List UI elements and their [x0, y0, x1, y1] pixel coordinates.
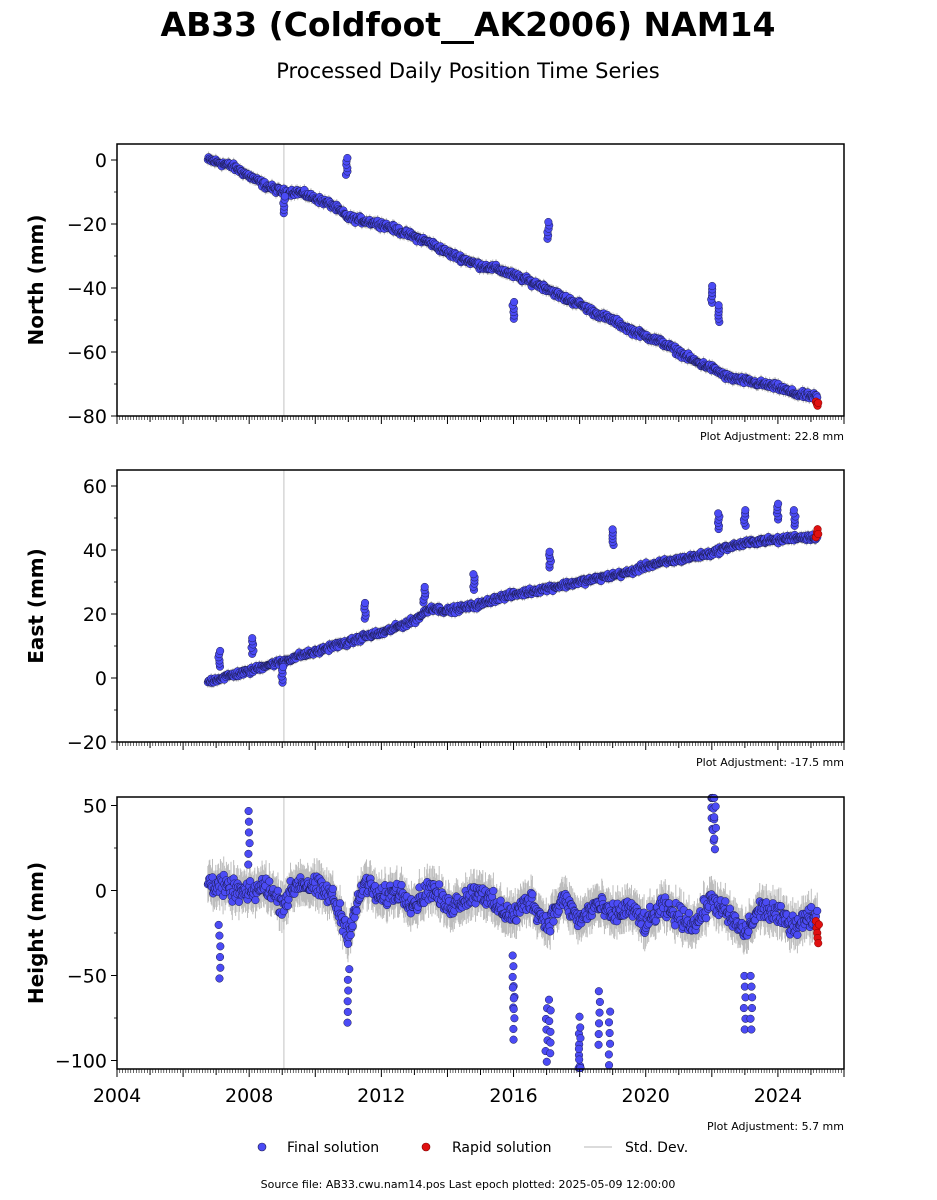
rapid-solution-points [811, 397, 823, 410]
final-point [216, 646, 225, 656]
y-tick-label: −80 [67, 406, 107, 428]
plot-adjustment: Plot Adjustment: 22.8 mm [700, 430, 844, 443]
y-tick-label: 60 [83, 476, 107, 498]
final-point [608, 525, 617, 534]
y-tick-label: −60 [67, 342, 107, 364]
final-point [789, 506, 798, 515]
x-axis [116, 742, 845, 750]
y-axis: 0 −20 −40 −60 −80 [67, 150, 117, 428]
final-point [714, 301, 723, 310]
y-axis-label: North (mm) [24, 214, 48, 345]
y-tick-label: 20 [83, 604, 107, 626]
rapid-point [814, 529, 823, 539]
final-point [708, 281, 717, 291]
east-panel: 60 40 20 0 −20 East (mm) Plot Adjustment: -17.… [24, 469, 845, 769]
north-panel: 0 −20 −40 −60 −80 North (mm) Plot Adjustment: … [24, 143, 845, 443]
final-point [469, 570, 478, 579]
rapid-point [814, 398, 823, 407]
figure-title: AB33 (Coldfoot__AK2006) NAM14 [161, 5, 776, 44]
final-point [248, 634, 257, 643]
final-point [544, 217, 553, 227]
final-point [420, 582, 429, 592]
y-axis-label: East (mm) [24, 548, 48, 664]
final-solution-points [203, 153, 822, 403]
final-point [280, 192, 289, 201]
final-point [741, 506, 750, 515]
final-point [510, 297, 519, 307]
final-point [360, 598, 370, 608]
final-point [279, 662, 288, 672]
y-tick-label: 0 [95, 668, 107, 690]
final-point [714, 509, 723, 518]
final-point [774, 499, 783, 508]
final-solution-points [203, 499, 822, 687]
y-tick-label: −40 [67, 278, 107, 300]
y-tick-label: −20 [67, 732, 107, 754]
y-tick-label: 40 [83, 540, 107, 562]
y-axis: 60 40 20 0 −20 [67, 476, 117, 754]
figure-subtitle: Processed Daily Position Time Series [276, 59, 660, 83]
y-tick-label: −20 [67, 214, 107, 236]
x-axis [116, 416, 845, 424]
final-point [545, 547, 554, 556]
y-tick-label: 0 [95, 150, 107, 172]
final-point [343, 153, 352, 163]
plot-adjustment: Plot Adjustment: -17.5 mm [696, 756, 844, 769]
